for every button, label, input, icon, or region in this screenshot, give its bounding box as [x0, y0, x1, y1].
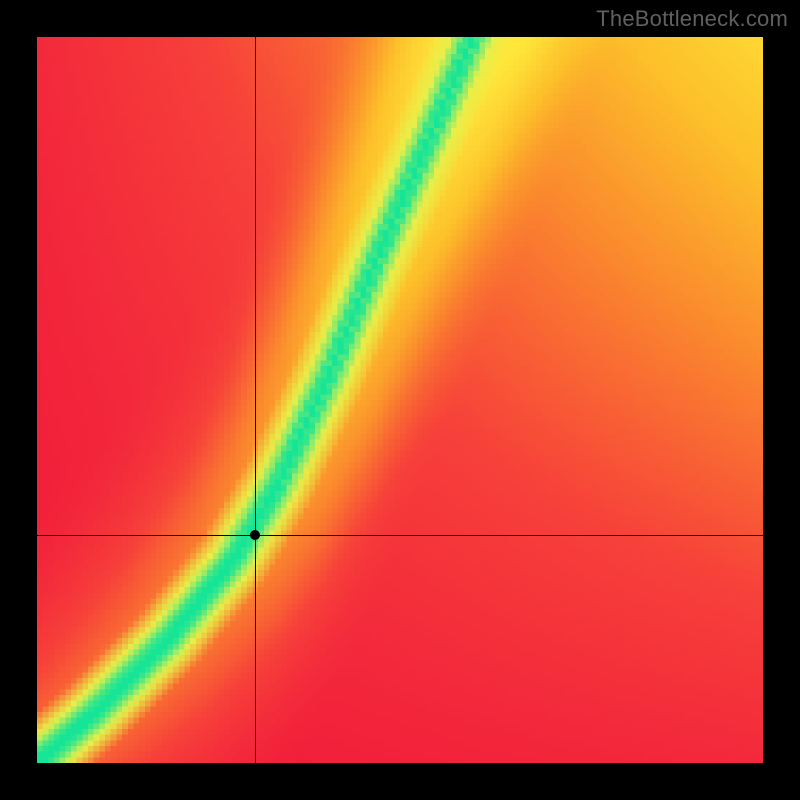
heatmap-plot: [37, 37, 763, 763]
watermark-text: TheBottleneck.com: [596, 6, 788, 32]
crosshair-horizontal: [37, 535, 763, 536]
crosshair-vertical: [255, 37, 256, 763]
bottleneck-marker: [250, 530, 260, 540]
figure-frame: TheBottleneck.com: [0, 0, 800, 800]
heatmap-canvas: [37, 37, 763, 763]
